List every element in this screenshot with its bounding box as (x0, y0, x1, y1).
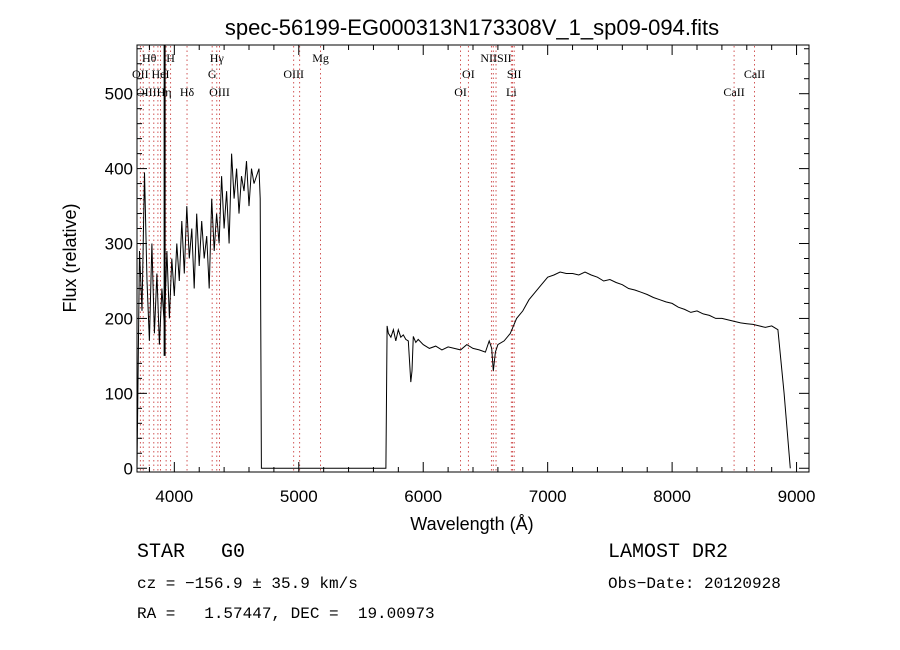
marker-label: OIII (209, 85, 230, 99)
y-tick-label: 200 (105, 309, 133, 328)
marker-label: NIISII (480, 51, 511, 65)
marker-label: OI (462, 67, 475, 81)
marker-label: Hγ (210, 51, 225, 65)
marker-label: Mg (312, 51, 329, 65)
marker-label: OIII (283, 67, 304, 81)
marker-label: CaII (744, 67, 765, 81)
marker-label: OIIIHη (136, 85, 172, 99)
x-axis-label: Wavelength (Å) (410, 514, 533, 534)
y-axis-label: Flux (relative) (60, 203, 80, 312)
marker-label: HeI (152, 67, 170, 81)
marker-label: Hδ (180, 85, 195, 99)
observation-date: Obs−Date: 20120928 (608, 575, 781, 593)
marker-label: H (166, 51, 175, 65)
chart-title: spec-56199-EG000313N173308V_1_sp09-094.f… (225, 15, 719, 40)
spectral-line-markers: Hθ H Hγ Mg NIISII OII HeI G OIII OI SII CaII OIIIHη H… (132, 46, 765, 471)
x-tick-label: 6000 (404, 487, 442, 506)
marker-label: OII (132, 67, 149, 81)
spectrum-line (136, 153, 791, 469)
y-tick-label: 300 (105, 235, 133, 254)
x-tick-label: 9000 (778, 487, 816, 506)
marker-label: OI (454, 85, 467, 99)
marker-label: CaII (723, 85, 744, 99)
redshift-line: cz = −156.9 ± 35.9 km/s (137, 575, 358, 593)
x-tick-label: 7000 (529, 487, 567, 506)
y-tick-label: 100 (105, 384, 133, 403)
plot-frame (136, 44, 810, 473)
spectral-class: STAR G0 (137, 541, 246, 564)
survey-name: LAMOST DR2 (608, 541, 729, 564)
axis-ticks: 4000 5000 6000 7000 8000 9000 0 100 200 300 400 500 (105, 45, 816, 506)
marker-label: SII (507, 67, 522, 81)
y-tick-label: 500 (105, 85, 133, 104)
x-tick-label: 4000 (155, 487, 193, 506)
spectrum-series (136, 45, 791, 469)
marker-label: G (208, 67, 217, 81)
marker-label: Hθ (142, 51, 157, 65)
x-tick-label: 8000 (653, 487, 691, 506)
y-tick-label: 0 (124, 459, 133, 478)
marker-label: Li (506, 85, 517, 99)
x-tick-label: 5000 (280, 487, 318, 506)
coordinates-line: RA = 1.57447, DEC = 19.00973 (137, 605, 435, 623)
y-tick-label: 400 (105, 160, 133, 179)
